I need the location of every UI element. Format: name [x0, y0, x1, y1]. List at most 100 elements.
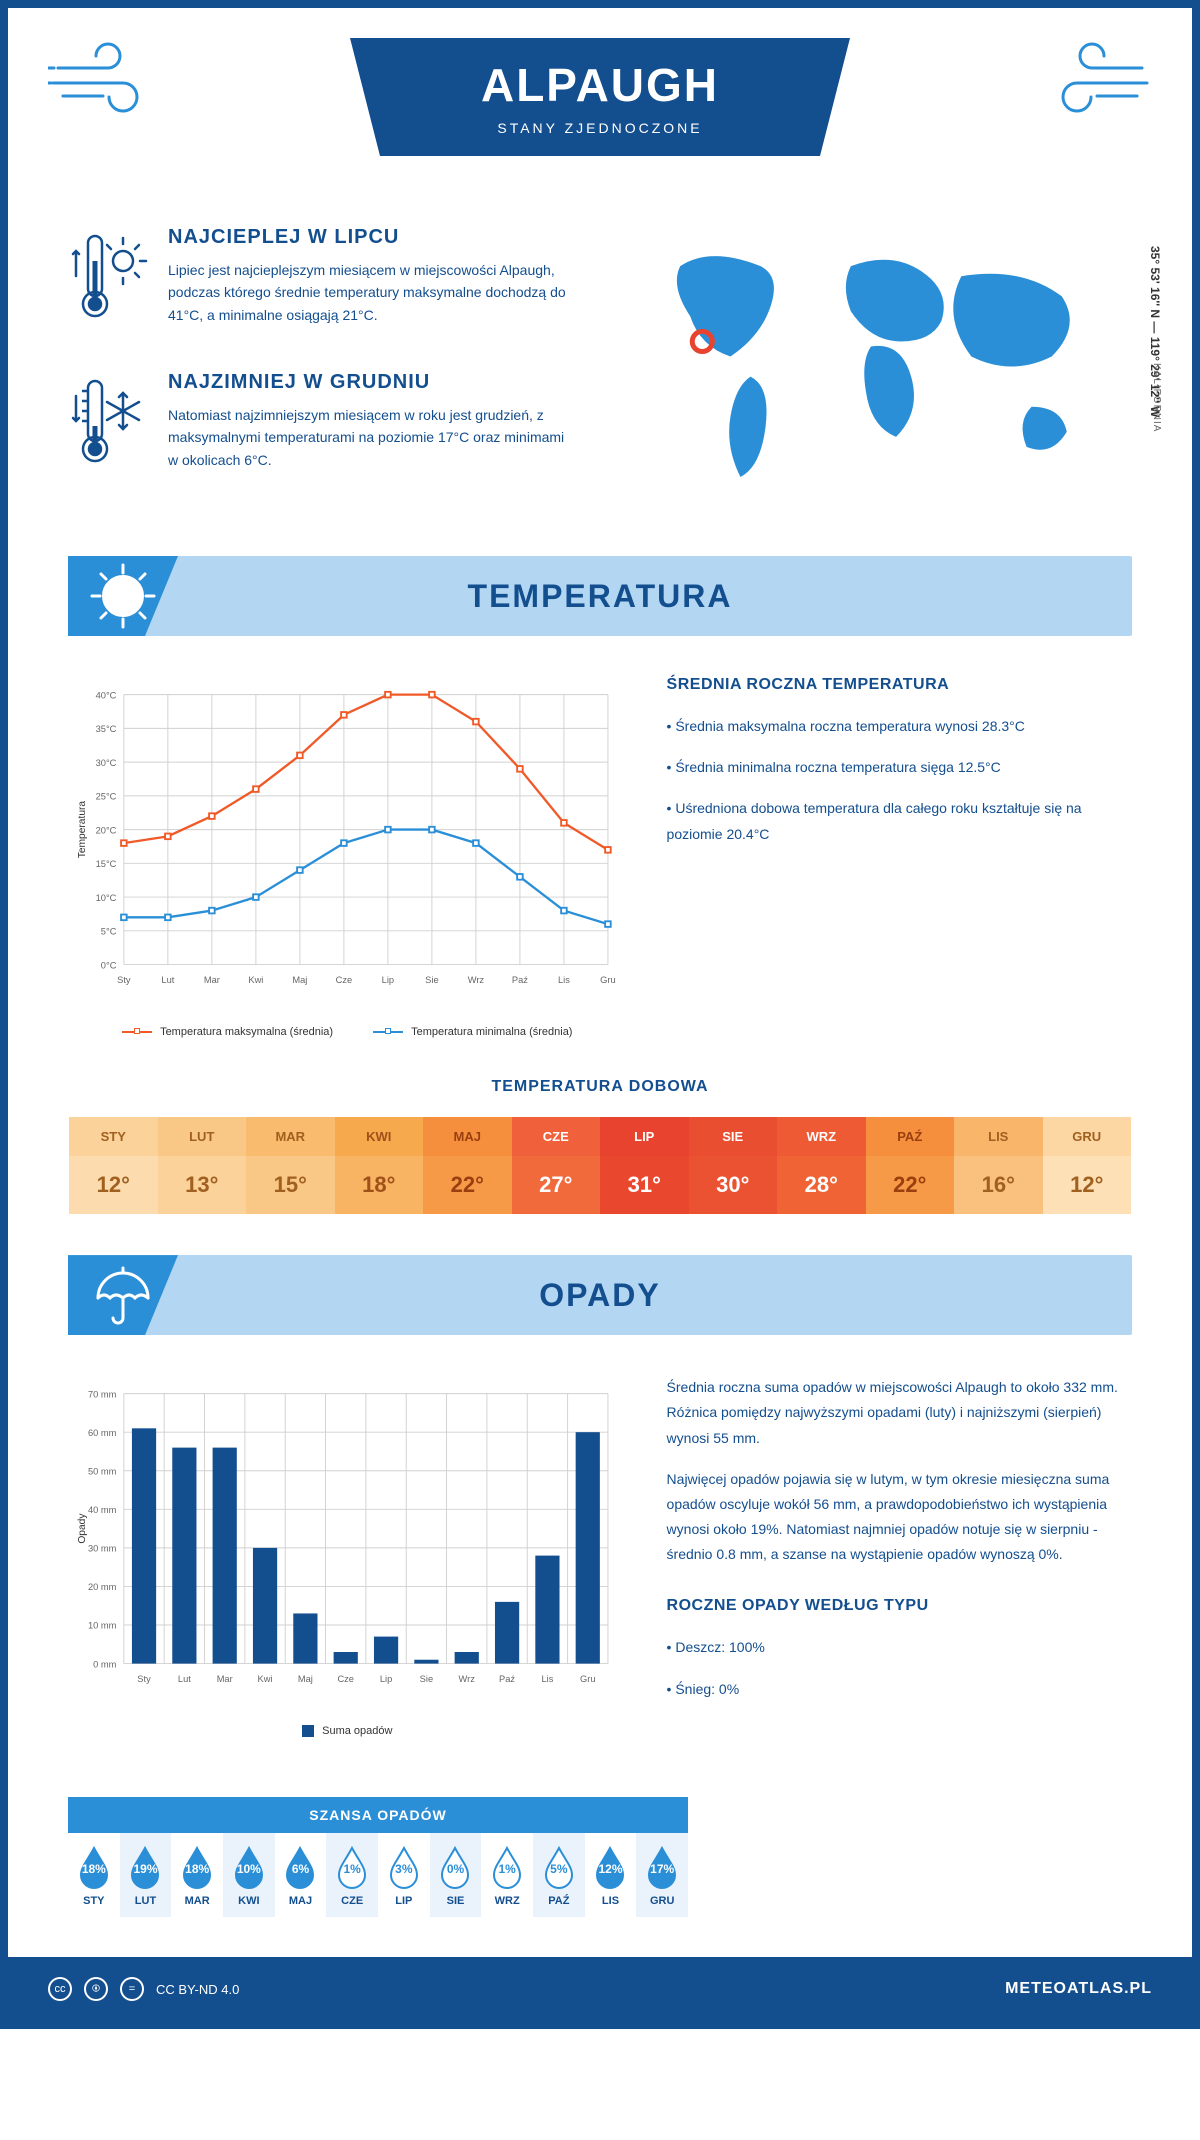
svg-text:Sie: Sie: [425, 975, 438, 985]
coldest-block: NAJZIMNIEJ W GRUDNIU Natomiast najzimnie…: [68, 371, 570, 476]
svg-text:Gru: Gru: [580, 1674, 596, 1684]
svg-text:30 mm: 30 mm: [88, 1544, 117, 1554]
precip-type-bullet: • Śnieg: 0%: [667, 1677, 1132, 1702]
rain-chance-cell: 5% PAŹ: [533, 1833, 585, 1917]
svg-text:20°C: 20°C: [96, 825, 117, 835]
cc-icon: cc: [48, 1977, 72, 2001]
svg-text:Wrz: Wrz: [459, 1674, 476, 1684]
rain-chance-cell: 18% MAR: [171, 1833, 223, 1917]
svg-text:Maj: Maj: [298, 1674, 313, 1684]
temperature-chart: 0°C5°C10°C15°C20°C25°C30°C35°C40°CStyLut…: [68, 676, 627, 1038]
svg-text:Sty: Sty: [137, 1674, 151, 1684]
thermometer-cold-icon: [68, 371, 148, 476]
rain-chance-table: SZANSA OPADÓW 18% STY 19% LUT 18%: [68, 1797, 688, 1917]
license-text: CC BY-ND 4.0: [156, 1982, 239, 1997]
intro-section: NAJCIEPLEJ W LIPCU Lipiec jest najcieple…: [8, 206, 1192, 556]
precip-para2: Najwięcej opadów pojawia się w lutym, w …: [667, 1467, 1132, 1568]
svg-text:Lut: Lut: [161, 975, 174, 985]
by-icon: 🅯: [84, 1977, 108, 2001]
svg-text:Lis: Lis: [558, 975, 570, 985]
svg-text:Cze: Cze: [336, 975, 353, 985]
header-banner: ALPAUGH STANY ZJEDNOCZONE: [350, 38, 850, 156]
raindrop-icon: 6%: [283, 1845, 317, 1889]
precip-banner: OPADY: [68, 1255, 1132, 1335]
rain-chance-cell: 1% WRZ: [481, 1833, 533, 1917]
svg-text:Lis: Lis: [541, 1674, 553, 1684]
rain-chance-cell: 1% CZE: [326, 1833, 378, 1917]
raindrop-icon: 18%: [180, 1845, 214, 1889]
daily-temp-value: 30°: [689, 1156, 778, 1214]
daily-temp-value: 22°: [866, 1156, 955, 1214]
coldest-title: NAJZIMNIEJ W GRUDNIU: [168, 371, 570, 394]
rain-chance-title: SZANSA OPADÓW: [68, 1797, 688, 1833]
raindrop-icon: 17%: [645, 1845, 679, 1889]
temperature-title: TEMPERATURA: [68, 578, 1132, 615]
daily-temp-value: 18°: [335, 1156, 424, 1214]
daily-temp-month: SIE: [689, 1117, 778, 1156]
svg-text:Sty: Sty: [117, 975, 131, 985]
daily-temp-value: 13°: [158, 1156, 247, 1214]
footer: cc 🅯 = CC BY-ND 4.0 METEOATLAS.PL: [8, 1957, 1192, 2021]
temp-info-title: ŚREDNIA ROCZNA TEMPERATURA: [667, 676, 1132, 694]
rain-chance-cell: 0% SIE: [430, 1833, 482, 1917]
svg-text:Cze: Cze: [337, 1674, 354, 1684]
rain-chance-cell: 6% MAJ: [275, 1833, 327, 1917]
infographic-container: ALPAUGH STANY ZJEDNOCZONE: [0, 0, 1200, 2029]
country-subtitle: STANY ZJEDNOCZONE: [430, 120, 770, 136]
svg-text:Gru: Gru: [600, 975, 616, 985]
raindrop-icon: 3%: [387, 1845, 421, 1889]
daily-temp-month: STY: [69, 1117, 158, 1156]
warmest-title: NAJCIEPLEJ W LIPCU: [168, 226, 570, 249]
raindrop-icon: 1%: [335, 1845, 369, 1889]
sun-icon: [88, 561, 158, 631]
svg-text:Lut: Lut: [178, 1674, 191, 1684]
daily-temp-value: 15°: [246, 1156, 335, 1214]
temp-info-bullet: • Średnia minimalna roczna temperatura s…: [667, 755, 1132, 780]
daily-temp-table: TEMPERATURA DOBOWA STYLUTMARKWIMAJCZELIP…: [8, 1078, 1192, 1255]
daily-temp-month: GRU: [1043, 1117, 1132, 1156]
raindrop-icon: 1%: [490, 1845, 524, 1889]
svg-text:Lip: Lip: [380, 1674, 392, 1684]
svg-text:60 mm: 60 mm: [88, 1428, 117, 1438]
svg-text:0°C: 0°C: [101, 960, 117, 970]
daily-temp-value: 22°: [423, 1156, 512, 1214]
svg-text:Lip: Lip: [382, 975, 394, 985]
daily-temp-value: 31°: [600, 1156, 689, 1214]
precip-type-title: ROCZNE OPADY WEDŁUG TYPU: [667, 1597, 1132, 1615]
temperature-legend: Temperatura maksymalna (średnia) Temperat…: [68, 1026, 627, 1038]
rain-chance-cell: 17% GRU: [636, 1833, 688, 1917]
daily-temp-month: LUT: [158, 1117, 247, 1156]
region-label: KALIFORNIA: [1151, 363, 1162, 432]
temperature-banner: TEMPERATURA: [68, 556, 1132, 636]
precip-info: Średnia roczna suma opadów w miejscowośc…: [667, 1375, 1132, 1737]
svg-text:40°C: 40°C: [96, 690, 117, 700]
legend-item: Temperatura maksymalna (średnia): [122, 1026, 333, 1038]
svg-text:Sie: Sie: [420, 1674, 433, 1684]
umbrella-icon: [88, 1260, 158, 1330]
svg-text:Kwi: Kwi: [248, 975, 263, 985]
svg-text:15°C: 15°C: [96, 859, 117, 869]
daily-temp-month: MAJ: [423, 1117, 512, 1156]
svg-text:Mar: Mar: [217, 1674, 233, 1684]
svg-text:50 mm: 50 mm: [88, 1467, 117, 1477]
rain-chance-cell: 12% LIS: [585, 1833, 637, 1917]
legend-item: Temperatura minimalna (średnia): [373, 1026, 572, 1038]
daily-temp-value: 28°: [777, 1156, 866, 1214]
raindrop-icon: 19%: [128, 1845, 162, 1889]
daily-temp-value: 12°: [69, 1156, 158, 1214]
site-name: METEOATLAS.PL: [1005, 1980, 1152, 1998]
svg-text:10°C: 10°C: [96, 893, 117, 903]
nd-icon: =: [120, 1977, 144, 2001]
precip-chart: 0 mm10 mm20 mm30 mm40 mm50 mm60 mm70 mmS…: [68, 1375, 627, 1737]
raindrop-icon: 0%: [438, 1845, 472, 1889]
daily-temp-value: 12°: [1043, 1156, 1132, 1214]
temp-info-bullet: • Średnia maksymalna roczna temperatura …: [667, 714, 1132, 739]
daily-temp-month: WRZ: [777, 1117, 866, 1156]
svg-text:25°C: 25°C: [96, 792, 117, 802]
daily-temp-month: LIS: [954, 1117, 1043, 1156]
wind-icon-right: [1032, 38, 1152, 118]
svg-text:Maj: Maj: [292, 975, 307, 985]
rain-chance-cell: 19% LUT: [120, 1833, 172, 1917]
temperature-info: ŚREDNIA ROCZNA TEMPERATURA • Średnia mak…: [667, 676, 1132, 1038]
warmest-block: NAJCIEPLEJ W LIPCU Lipiec jest najcieple…: [68, 226, 570, 331]
